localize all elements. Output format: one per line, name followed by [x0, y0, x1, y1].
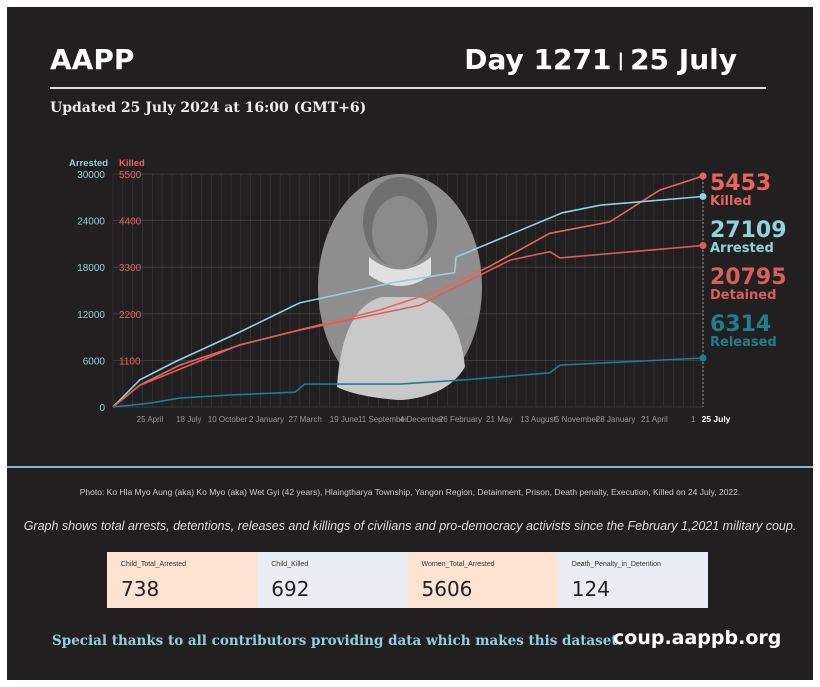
day-number: Day 1271 — [464, 43, 612, 76]
right-tick-label: 5500 — [119, 170, 142, 181]
stat-women-total-arrested: Women_Total_Arrested 5606 — [407, 552, 558, 608]
x-tick-label: 25 April — [137, 415, 164, 424]
end-value-released: 6314 — [710, 312, 771, 337]
x-tick-label: 5 November — [555, 415, 599, 424]
graph-note: Graph shows total arrests, detentions, r… — [23, 519, 797, 533]
stat-label: Women_Total_Arrested — [421, 561, 495, 568]
updated-timestamp: Updated 25 July 2024 at 16:00 (GMT+6) — [50, 100, 367, 116]
separator: | — [617, 50, 625, 71]
left-axis-label: Arrested — [69, 158, 108, 169]
left-tick-label: 30000 — [77, 170, 105, 181]
stat-child-total-arrested: Child_Total_Arrested 738 — [107, 552, 258, 608]
stat-value: 692 — [271, 577, 310, 601]
series-line-detained — [112, 244, 704, 408]
stat-value: 5606 — [421, 577, 473, 601]
right-tick-label: 1100 — [119, 356, 141, 367]
end-label-detained: Detained — [710, 288, 776, 303]
right-axis-label: Killed — [119, 158, 145, 169]
x-tick-label: 11 September — [358, 415, 408, 424]
x-tick-label: 10 October — [208, 415, 248, 424]
end-label-killed: Killed — [710, 194, 752, 209]
right-tick-label: 4400 — [119, 217, 142, 228]
header-rule — [50, 87, 766, 89]
end-label-released: Released — [710, 335, 777, 350]
series-end-point — [699, 172, 707, 180]
left-tick-label: 6000 — [83, 356, 106, 367]
right-tick-label: 2200 — [119, 310, 142, 321]
x-tick-label: 1 — [691, 415, 696, 424]
x-tick-label: 13 August — [520, 415, 556, 424]
stat-label: Child_Killed — [271, 561, 309, 568]
series-end-point — [699, 354, 707, 362]
x-tick-label: 2 January — [249, 415, 284, 424]
end-value-detained: 20795 — [710, 265, 787, 290]
portrait-photo — [318, 174, 482, 400]
stat-value: 738 — [121, 577, 160, 601]
right-tick-label: 3300 — [119, 263, 142, 274]
stat-label: Child_Total_Arrested — [121, 561, 186, 568]
x-tick-label: 27 March — [289, 415, 322, 424]
day-counter: Day 1271 | 25 July — [464, 43, 737, 76]
x-end-label: 25 July — [702, 414, 731, 424]
photo-caption: Photo: Ko Hla Myo Aung (aka) Ko Myo (aka… — [79, 487, 741, 497]
series-end-point — [699, 241, 707, 249]
x-tick-label: 18 July — [176, 415, 201, 424]
end-value-killed: 5453 — [710, 171, 771, 196]
thanks-note: Special thanks to all contributors provi… — [52, 633, 623, 649]
end-value-arrested: 27109 — [710, 218, 787, 243]
current-date: 25 July — [630, 43, 737, 76]
stat-child-killed: Child_Killed 692 — [257, 552, 408, 608]
stat-value: 124 — [571, 577, 610, 601]
x-tick-label: 28 January — [596, 415, 636, 424]
left-tick-label: 24000 — [77, 217, 105, 228]
cumulative-chart: 0 6000 12000 18000 24000 30000 1100 2200 3300 440… — [69, 158, 787, 424]
left-tick-label: 18000 — [77, 263, 105, 274]
section-divider — [7, 466, 813, 468]
series-end-point — [699, 192, 707, 200]
stats-row: Child_Total_Arrested 738 Child_Killed 692 … — [107, 552, 708, 608]
stat-label: Death_Penalty_in_Detention — [571, 561, 661, 568]
website-link[interactable]: coup.aappb.org — [613, 627, 782, 649]
x-tick-label: 26 February — [439, 415, 482, 424]
series-line-arrested — [112, 195, 704, 408]
stat-death-penalty-in-detention: Death_Penalty_in_Detention 124 — [557, 552, 708, 608]
left-tick-label: 12000 — [77, 310, 105, 321]
series-line-released — [112, 357, 704, 408]
series-line-killed — [112, 175, 704, 408]
x-tick-label: 4 December — [400, 415, 444, 424]
x-tick-label: 21 April — [641, 415, 668, 424]
x-tick-label: 19 June — [330, 415, 359, 424]
x-tick-label: 21 May — [486, 415, 512, 424]
infographic: AAPP Day 1271 | 25 July Updated 25 July 20… — [7, 7, 813, 680]
end-label-arrested: Arrested — [710, 241, 774, 256]
brand-title: AAPP — [50, 43, 135, 76]
series-lines — [112, 172, 707, 408]
left-tick-label: 0 — [99, 403, 105, 414]
axes: 0 6000 12000 18000 24000 30000 1100 2200 3300 440… — [69, 158, 731, 424]
